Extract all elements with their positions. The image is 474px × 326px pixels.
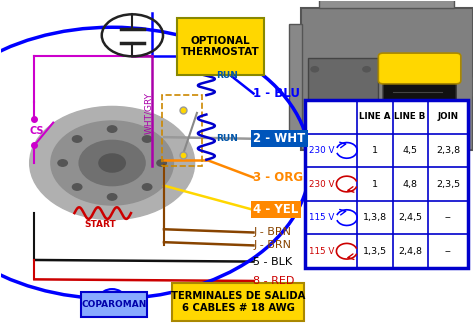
Text: 1,3,5: 1,3,5: [363, 247, 387, 256]
Circle shape: [142, 136, 152, 142]
Text: 2 - WHT: 2 - WHT: [254, 132, 306, 145]
FancyBboxPatch shape: [177, 18, 264, 75]
Text: 2,3,5: 2,3,5: [436, 180, 460, 188]
FancyBboxPatch shape: [301, 8, 473, 150]
FancyBboxPatch shape: [305, 100, 468, 268]
Text: 2,4,8: 2,4,8: [398, 247, 422, 256]
FancyBboxPatch shape: [172, 283, 304, 321]
Text: 1: 1: [372, 146, 378, 155]
Circle shape: [157, 160, 166, 166]
Text: RUN: RUN: [216, 134, 237, 143]
FancyBboxPatch shape: [378, 53, 461, 84]
Text: 2,3,8: 2,3,8: [436, 146, 460, 155]
Text: OPTIONAL
THERMOSTAT: OPTIONAL THERMOSTAT: [181, 36, 260, 57]
Circle shape: [73, 184, 82, 190]
Circle shape: [108, 126, 117, 132]
Circle shape: [73, 136, 82, 142]
Text: START: START: [84, 220, 116, 229]
Circle shape: [311, 67, 319, 72]
Circle shape: [108, 194, 117, 200]
FancyBboxPatch shape: [383, 58, 456, 136]
Text: 1 - BLU: 1 - BLU: [254, 87, 301, 100]
Circle shape: [99, 154, 125, 172]
Text: 1,3,8: 1,3,8: [363, 213, 387, 222]
Text: 2,4,5: 2,4,5: [398, 213, 422, 222]
Circle shape: [142, 184, 152, 190]
Text: 4,5: 4,5: [403, 146, 418, 155]
Text: 8 - RED: 8 - RED: [254, 276, 295, 286]
Text: TERMINALES DE SALIDA
6 CABLES # 18 AWG: TERMINALES DE SALIDA 6 CABLES # 18 AWG: [171, 291, 305, 313]
FancyBboxPatch shape: [308, 58, 378, 132]
Circle shape: [79, 141, 145, 185]
Text: 115 V: 115 V: [309, 247, 335, 256]
Circle shape: [311, 122, 319, 127]
Circle shape: [100, 289, 124, 305]
Text: 230 V: 230 V: [309, 146, 335, 155]
Text: J - BRN: J - BRN: [254, 240, 292, 250]
Text: 115 V: 115 V: [309, 213, 335, 222]
Text: 1: 1: [372, 180, 378, 188]
FancyBboxPatch shape: [319, 0, 454, 8]
Text: LINE B: LINE B: [394, 112, 426, 121]
Text: 3 - ORG: 3 - ORG: [254, 171, 304, 184]
Circle shape: [51, 121, 173, 205]
Circle shape: [58, 160, 67, 166]
Text: 230 V: 230 V: [309, 180, 335, 188]
Text: WHT/GRY: WHT/GRY: [144, 92, 153, 134]
FancyBboxPatch shape: [435, 148, 468, 165]
Text: 4 - YEL: 4 - YEL: [254, 203, 299, 216]
Circle shape: [30, 106, 195, 220]
FancyBboxPatch shape: [289, 24, 302, 134]
Text: 4,8: 4,8: [403, 180, 418, 188]
Text: J - BRN: J - BRN: [254, 228, 292, 238]
FancyBboxPatch shape: [319, 148, 353, 165]
FancyBboxPatch shape: [473, 77, 474, 96]
Text: COPAROMAN: COPAROMAN: [82, 300, 147, 309]
Circle shape: [363, 67, 370, 72]
FancyBboxPatch shape: [82, 292, 147, 317]
Text: JOIN: JOIN: [438, 112, 458, 121]
Text: LINE A: LINE A: [359, 112, 391, 121]
Text: --: --: [445, 247, 451, 256]
Text: 5 - BLK: 5 - BLK: [254, 257, 292, 267]
Text: RUN: RUN: [216, 71, 237, 80]
Text: CS: CS: [29, 126, 44, 136]
Circle shape: [363, 122, 370, 127]
Text: --: --: [445, 213, 451, 222]
